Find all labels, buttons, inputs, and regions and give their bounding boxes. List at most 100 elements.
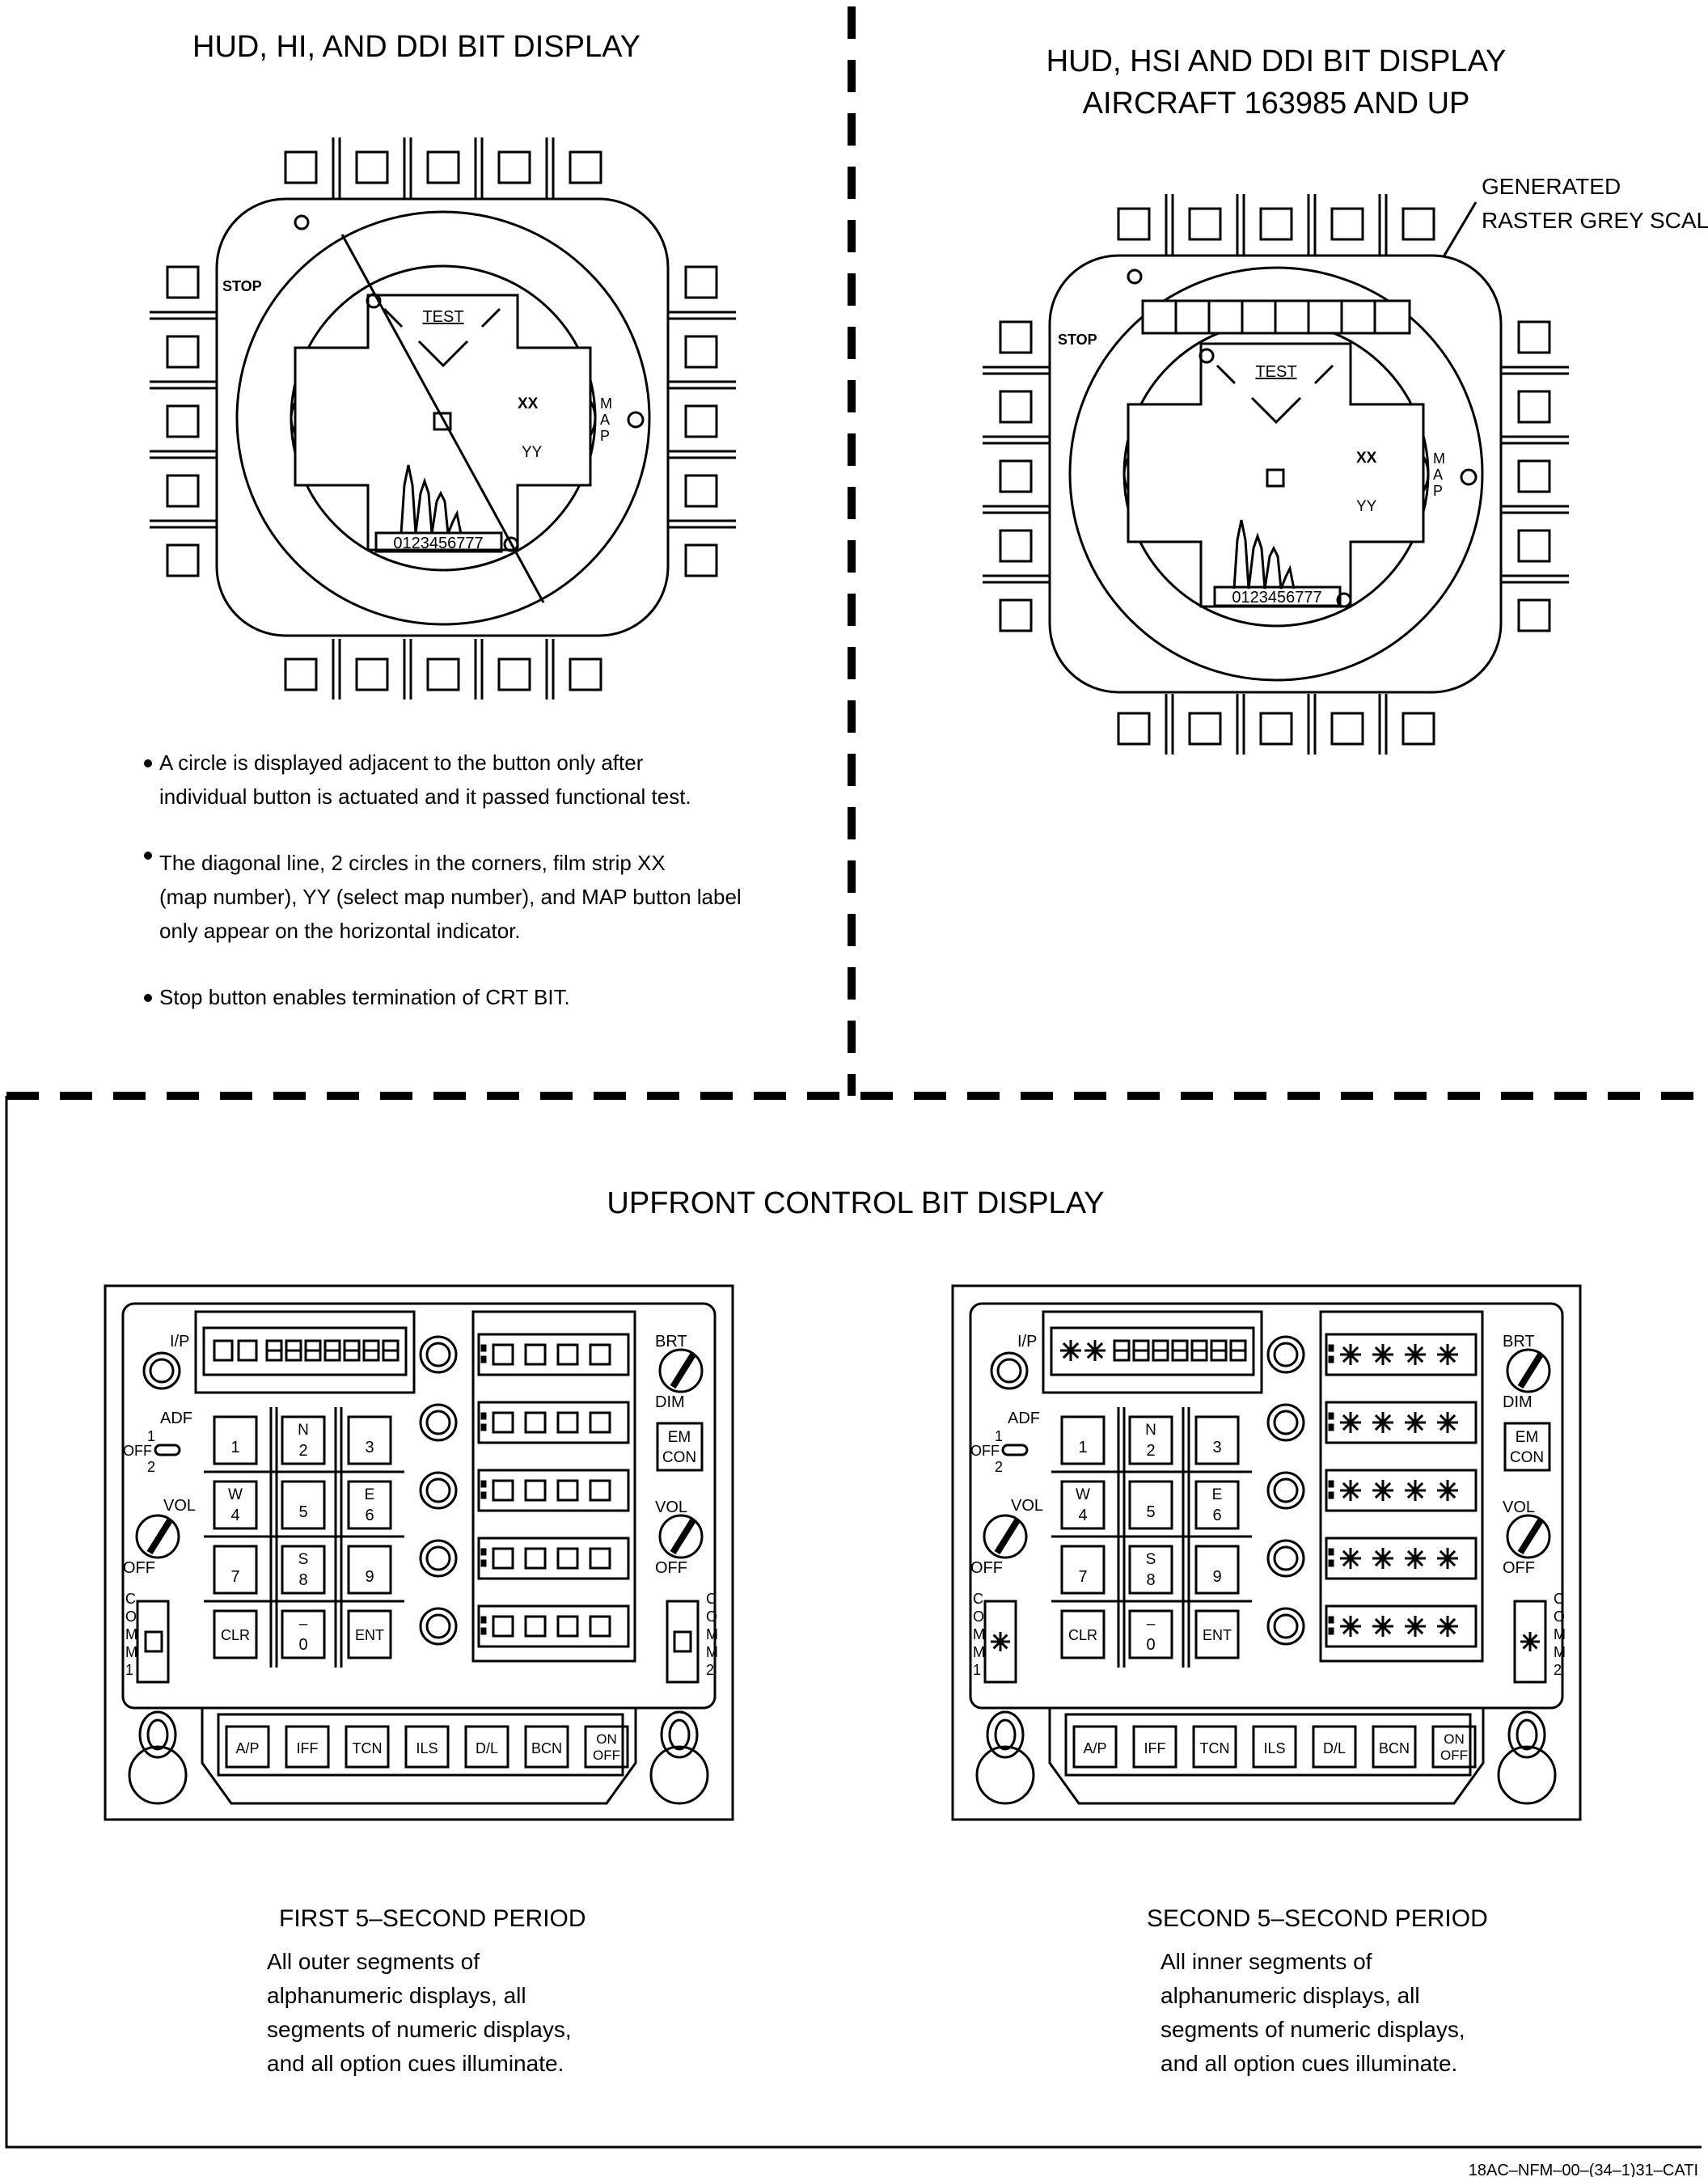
keypad-key[interactable] [1060,1609,1106,1659]
keypad-key[interactable] [347,1545,392,1595]
vol-knob-right[interactable] [658,1514,704,1559]
keypad-key[interactable] [1194,1480,1240,1530]
comm2-knob[interactable] [1513,1600,1547,1684]
keypad-key[interactable] [281,1415,326,1465]
option-select-button[interactable] [1266,1335,1305,1374]
pushbutton[interactable] [1259,712,1293,746]
emcon-button[interactable] [656,1422,704,1472]
toggle-knob-left[interactable] [975,1745,1035,1805]
pushbutton[interactable] [284,150,318,184]
pushbutton[interactable] [569,657,602,691]
function-button[interactable] [404,1725,450,1769]
pushbutton[interactable] [426,150,460,184]
pushbutton[interactable] [426,657,460,691]
keypad-key[interactable] [213,1545,258,1595]
function-button[interactable] [1192,1725,1237,1769]
function-button[interactable] [1072,1725,1118,1769]
function-button[interactable] [1431,1725,1477,1769]
keypad-key[interactable] [281,1480,326,1530]
pushbutton[interactable] [1517,529,1551,563]
pushbutton[interactable] [355,657,389,691]
comm1-knob[interactable] [136,1600,170,1684]
pushbutton[interactable] [1517,598,1551,632]
pushbutton[interactable] [684,335,718,369]
adf-switch[interactable] [1001,1444,1029,1456]
keypad-key[interactable] [1194,1609,1240,1659]
pushbutton[interactable] [166,404,200,438]
pushbutton[interactable] [284,657,318,691]
keypad-key[interactable] [1194,1545,1240,1595]
comm2-knob[interactable] [666,1600,700,1684]
keypad-key[interactable] [213,1480,258,1530]
keypad-key[interactable] [281,1609,326,1659]
keypad-key[interactable] [1060,1480,1106,1530]
function-button[interactable] [1372,1725,1417,1769]
vol-knob-left[interactable] [135,1514,180,1559]
pushbutton[interactable] [166,335,200,369]
option-select-button[interactable] [1266,1403,1305,1442]
keypad-key[interactable] [1060,1415,1106,1465]
keypad-key[interactable] [213,1609,258,1659]
pushbutton[interactable] [1517,320,1551,354]
pushbutton[interactable] [166,265,200,299]
function-button[interactable] [464,1725,509,1769]
pushbutton[interactable] [166,543,200,577]
pushbutton[interactable] [1330,207,1364,241]
emcon-button[interactable] [1503,1422,1551,1472]
pushbutton[interactable] [684,404,718,438]
option-select-button[interactable] [419,1403,458,1442]
keypad-key[interactable] [347,1480,392,1530]
function-button[interactable] [345,1725,390,1769]
pushbutton[interactable] [497,150,531,184]
toggle-knob-left[interactable] [128,1745,188,1805]
pushbutton[interactable] [684,265,718,299]
function-button[interactable] [524,1725,569,1769]
pushbutton[interactable] [999,390,1033,424]
pushbutton[interactable] [1517,459,1551,493]
keypad-key[interactable] [1128,1545,1173,1595]
keypad-key[interactable] [213,1415,258,1465]
pushbutton[interactable] [1117,712,1151,746]
pushbutton[interactable] [1401,207,1435,241]
vol-knob-left[interactable] [983,1514,1028,1559]
keypad-key[interactable] [1128,1415,1173,1465]
keypad-key[interactable] [1194,1415,1240,1465]
pushbutton[interactable] [497,657,531,691]
toggle-knob-right[interactable] [649,1745,709,1805]
keypad-key[interactable] [1128,1609,1173,1659]
keypad-key[interactable] [347,1415,392,1465]
pushbutton[interactable] [1259,207,1293,241]
option-select-button[interactable] [1266,1607,1305,1646]
function-button[interactable] [1312,1725,1357,1769]
pushbutton[interactable] [999,459,1033,493]
keypad-key[interactable] [281,1545,326,1595]
pushbutton[interactable] [1117,207,1151,241]
pushbutton[interactable] [999,598,1033,632]
keypad-key[interactable] [1128,1480,1173,1530]
pushbutton[interactable] [1188,207,1222,241]
brightness-knob[interactable] [658,1348,704,1393]
function-button[interactable] [285,1725,330,1769]
keypad-key[interactable] [1060,1545,1106,1595]
option-select-button[interactable] [419,1539,458,1578]
pushbutton[interactable] [999,320,1033,354]
pushbutton[interactable] [1188,712,1222,746]
toggle-knob-right[interactable] [1497,1745,1557,1805]
vol-knob-right[interactable] [1506,1514,1551,1559]
function-button[interactable] [1252,1725,1297,1769]
option-select-button[interactable] [1266,1539,1305,1578]
pushbutton[interactable] [1517,390,1551,424]
function-button[interactable] [1132,1725,1177,1769]
function-button[interactable] [584,1725,629,1769]
ip-button[interactable] [142,1351,181,1390]
pushbutton[interactable] [1401,712,1435,746]
pushbutton[interactable] [569,150,602,184]
adf-switch[interactable] [154,1444,181,1456]
option-select-button[interactable] [419,1471,458,1510]
keypad-key[interactable] [347,1609,392,1659]
function-button[interactable] [225,1725,270,1769]
brightness-knob[interactable] [1506,1348,1551,1393]
pushbutton[interactable] [999,529,1033,563]
option-select-button[interactable] [1266,1471,1305,1510]
pushbutton[interactable] [166,474,200,508]
